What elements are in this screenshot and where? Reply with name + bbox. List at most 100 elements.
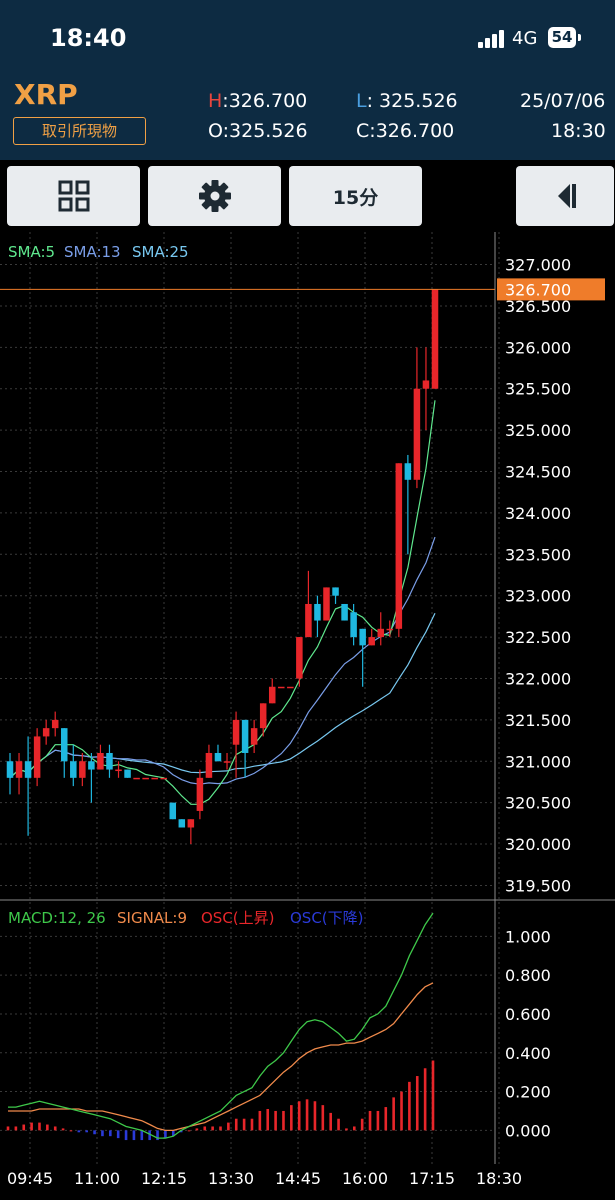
candle-body: [51, 719, 59, 729]
osc-bar: [431, 1060, 435, 1131]
candle-body: [88, 761, 95, 770]
price-tick-label: 326.000: [505, 338, 571, 357]
close-quote: C:326.700: [356, 120, 455, 142]
legend-item: SMA:25: [132, 243, 189, 261]
price-tick-label: 319.500: [505, 876, 571, 895]
osc-bar: [415, 1076, 419, 1131]
time-tick-label: 12:15: [141, 1169, 187, 1188]
price-tick-label: 322.500: [505, 628, 571, 647]
grid-icon: [58, 180, 89, 212]
close-label: C: [356, 120, 370, 142]
osc-bar: [368, 1110, 372, 1131]
osc-bar: [266, 1109, 270, 1131]
low-quote: L: 325.526: [356, 90, 458, 112]
macd-tick-label: 0.200: [505, 1083, 551, 1102]
osc-bar: [423, 1068, 427, 1131]
osc-bar: [14, 1126, 18, 1131]
osc-bar: [250, 1118, 254, 1131]
battery-level: 54: [551, 28, 573, 46]
candle-body: [259, 703, 267, 729]
high-label: H: [208, 90, 223, 112]
price-tick-label: 322.000: [505, 669, 571, 688]
candle-body: [115, 769, 122, 772]
osc-bar: [187, 1130, 191, 1132]
osc-bar: [69, 1130, 73, 1132]
price-tick-label: 321.000: [505, 752, 571, 771]
osc-bar: [321, 1105, 325, 1131]
osc-bar: [148, 1130, 151, 1141]
candle-body: [178, 819, 186, 828]
open-label: O: [208, 120, 223, 142]
symbol[interactable]: XRP: [14, 78, 78, 111]
status-time: 18:40: [50, 24, 127, 52]
macd-legend-item: OSC(上昇): [201, 909, 275, 927]
osc-bar: [109, 1130, 112, 1137]
osc-bar: [337, 1118, 340, 1131]
open-value: 325.526: [229, 120, 308, 142]
time-tick-label: 09:45: [7, 1169, 53, 1188]
candle-body: [15, 761, 23, 778]
osc-bar: [203, 1126, 207, 1131]
osc-bar: [234, 1118, 238, 1131]
candle-body: [250, 728, 258, 745]
candle-body: [395, 463, 403, 629]
candle-body: [278, 686, 285, 689]
price-chart[interactable]: 327.000 326.500 326.000 325.500 325.000 324.5…: [0, 232, 615, 1200]
candle-body: [404, 463, 412, 480]
osc-bar: [313, 1101, 317, 1131]
osc-bar: [132, 1130, 136, 1141]
osc-bar: [53, 1126, 57, 1131]
signal-line: [8, 982, 434, 1132]
quote-header: XRP 取引所現物 H:326.700 L: 325.526 25/07/06 …: [0, 78, 615, 160]
time-tick-label: 18:30: [476, 1169, 522, 1188]
macd-tick-label: 0.600: [505, 1005, 551, 1024]
chart-toolbar: 15分: [0, 160, 615, 232]
candle-body: [169, 802, 177, 820]
candle-body: [223, 761, 231, 763]
macd-legend-item: SIGNAL:9: [117, 909, 187, 927]
time-tick-label: 13:30: [208, 1169, 254, 1188]
interval-button[interactable]: 15分: [289, 166, 422, 226]
osc-bar: [274, 1110, 277, 1131]
osc-bar: [101, 1130, 104, 1137]
candle-body: [413, 388, 421, 480]
osc-bar: [392, 1097, 395, 1131]
price-tick-label: 321.500: [505, 711, 571, 730]
candle-body: [97, 752, 104, 770]
last-price-badge: [497, 278, 605, 301]
candle-body: [232, 719, 240, 745]
osc-bar: [384, 1107, 388, 1131]
candle-body: [160, 777, 167, 780]
osc-bar: [297, 1101, 301, 1131]
candle-body: [142, 777, 149, 780]
settings-button[interactable]: [148, 166, 281, 226]
osc-bar: [116, 1130, 120, 1139]
price-tick-label: 320.500: [505, 794, 571, 813]
low-label: L: [356, 90, 367, 112]
candle-body: [386, 628, 394, 631]
collapse-button[interactable]: [516, 166, 614, 226]
macd-line: [8, 912, 434, 1139]
market-type-badge[interactable]: 取引所現物: [13, 117, 146, 145]
price-tick-label: 324.000: [505, 504, 571, 523]
candle-body: [24, 761, 32, 778]
osc-bar: [219, 1126, 222, 1131]
low-value: 325.526: [379, 90, 458, 112]
osc-bar: [30, 1122, 33, 1131]
price-tick-label: 320.000: [505, 835, 571, 854]
osc-bar: [164, 1130, 167, 1139]
candle-body: [70, 761, 77, 778]
last-price-label: 326.700: [505, 280, 571, 299]
osc-bar: [140, 1130, 144, 1141]
layout-button[interactable]: [7, 166, 140, 226]
quote-date: 25/07/06: [520, 90, 606, 112]
time-tick-label: 16:00: [342, 1169, 388, 1188]
cell-signal-icon: [478, 30, 506, 48]
candle-body: [133, 777, 140, 780]
candle-body: [368, 637, 375, 646]
macd-legend-item: MACD:12, 26: [8, 909, 106, 927]
macd-tick-label: 0.000: [505, 1121, 551, 1140]
osc-bar: [360, 1118, 364, 1131]
osc-bar: [77, 1130, 81, 1133]
osc-bar: [329, 1112, 332, 1131]
